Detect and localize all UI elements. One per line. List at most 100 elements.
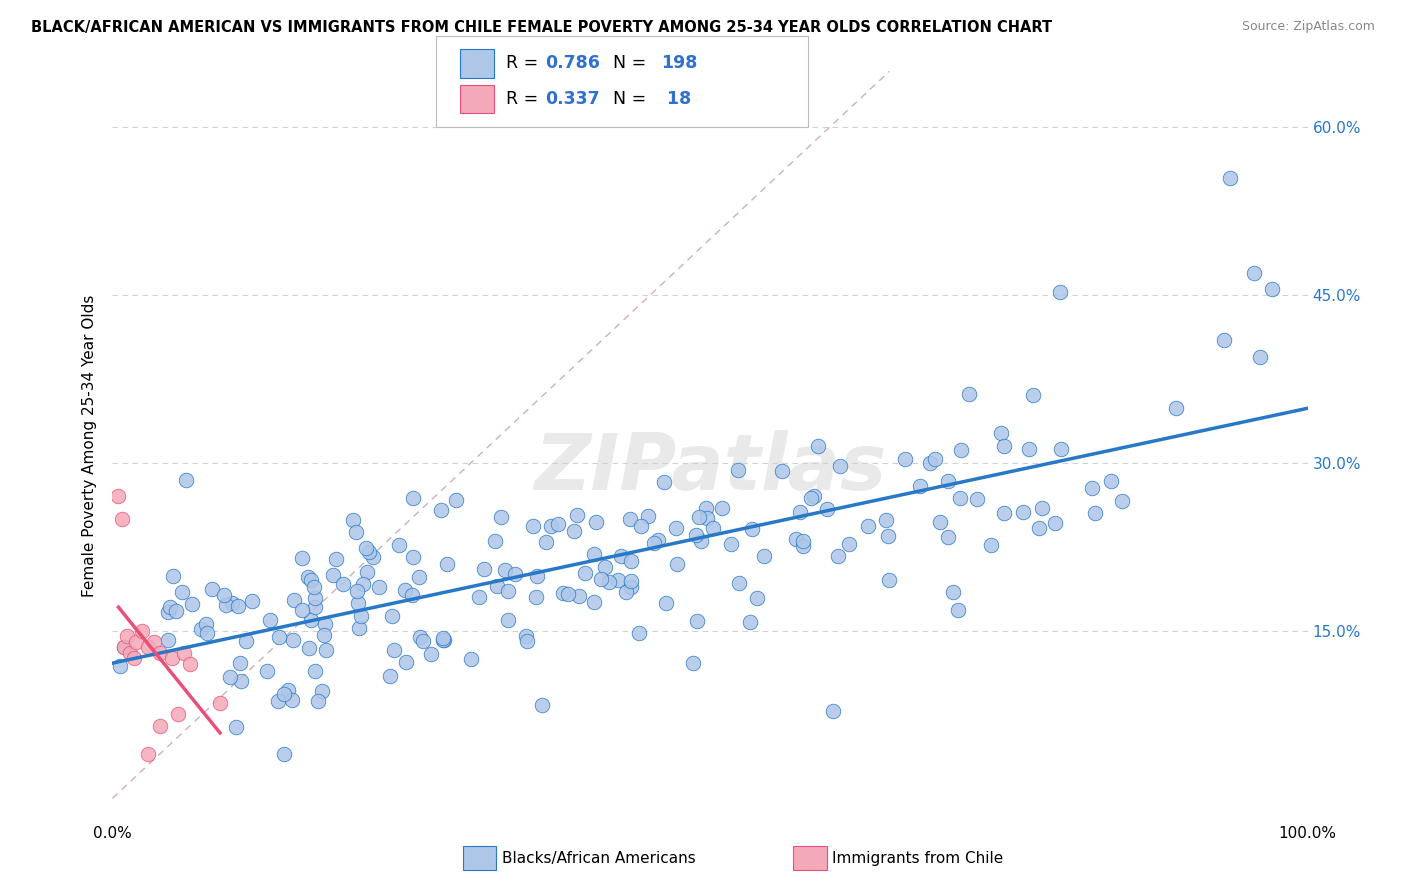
Point [267,693,290,707]
Point [367,580,389,594]
Point [647,533,669,547]
Point [352,577,374,591]
Point [666,557,689,571]
Point [966,491,988,506]
Point [444,492,467,507]
Point [1219,170,1241,185]
Point [354,541,377,556]
Point [311,684,333,698]
Point [149,646,172,660]
Point [1099,474,1122,488]
Point [585,515,607,529]
Point [291,551,314,566]
Point [111,511,134,525]
Point [342,513,364,527]
Point [235,634,257,648]
Point [928,515,950,529]
Point [307,694,329,708]
Point [1012,506,1035,520]
Point [665,521,688,535]
Point [1164,401,1187,415]
Point [173,646,195,660]
Point [432,631,454,645]
Point [785,533,807,547]
Point [304,599,326,614]
Point [280,693,302,707]
Point [1261,282,1284,296]
Point [942,584,965,599]
Point [1028,520,1050,534]
Point [394,583,416,598]
Point [304,580,326,594]
Point [170,585,193,599]
Text: R =: R = [506,90,544,108]
Point [496,584,519,599]
Point [467,591,489,605]
Point [741,523,763,537]
Point [138,640,160,655]
Point [685,528,707,542]
Point [200,582,222,597]
Point [120,646,142,660]
Point [875,513,897,527]
Point [314,617,336,632]
Point [486,579,509,593]
Point [408,630,430,644]
Point [299,574,322,588]
Point [655,595,678,609]
Point [283,632,305,647]
Point [378,668,401,682]
Point [381,609,404,624]
Point [838,537,860,551]
Point [430,502,453,516]
Point [401,550,423,565]
Point [408,570,430,584]
Point [516,633,538,648]
Text: R =: R = [506,54,544,72]
Point [1049,285,1071,299]
Point [314,628,336,642]
Point [547,517,569,532]
Point [401,491,423,505]
Point [460,651,482,665]
Point [630,519,652,533]
Point [299,613,322,627]
Point [214,588,236,602]
Point [484,533,506,548]
Point [620,580,643,594]
Point [322,568,344,582]
Point [894,452,917,467]
Point [162,651,183,665]
Point [395,655,418,669]
Point [498,614,520,628]
Point [344,524,367,539]
Point [1018,442,1040,456]
Point [540,519,562,533]
Point [143,634,166,648]
Point [283,593,305,607]
Text: BLACK/AFRICAN AMERICAN VS IMMIGRANTS FROM CHILE FEMALE POVERTY AMONG 25-34 YEAR : BLACK/AFRICAN AMERICAN VS IMMIGRANTS FRO… [31,20,1052,35]
Point [690,533,713,548]
Point [806,439,828,453]
Point [1031,501,1053,516]
Point [946,603,969,617]
Point [325,551,347,566]
Point [361,550,384,565]
Point [643,535,665,549]
Point [221,596,243,610]
Point [503,567,526,582]
Point [273,747,295,761]
Point [347,621,370,635]
Point [920,456,942,470]
Point [214,598,236,612]
Point [990,425,1012,440]
Point [209,696,232,710]
Point [696,510,718,524]
Point [273,687,295,701]
Point [752,549,775,563]
Point [346,583,368,598]
Point [315,643,337,657]
Point [993,439,1015,453]
Text: Blacks/African Americans: Blacks/African Americans [502,851,696,865]
Point [114,640,135,655]
